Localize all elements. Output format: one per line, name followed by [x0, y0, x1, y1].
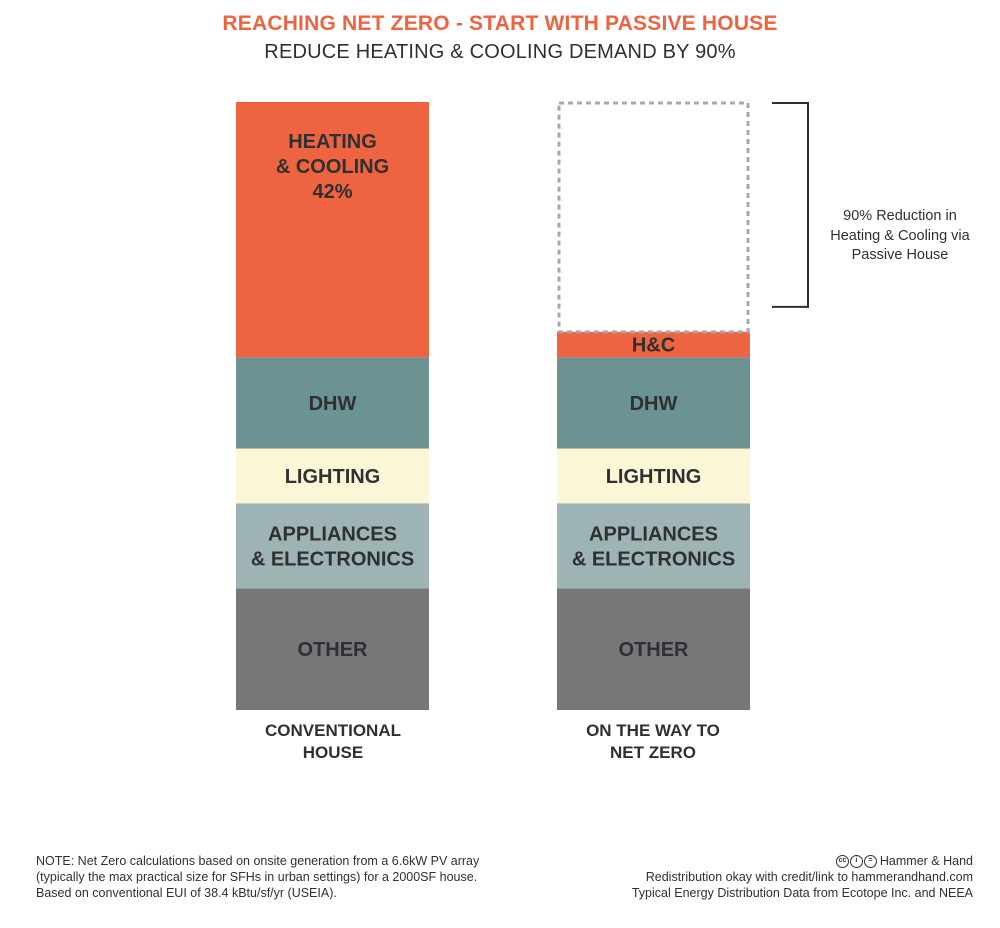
bar-segment-dhw	[236, 357, 429, 449]
footnote: NOTE: Net Zero calculations based on ons…	[36, 853, 556, 901]
bar-segment-lighting	[236, 448, 429, 504]
bar-segment-heating-cooling	[236, 102, 429, 358]
footnote-line: (typically the max practical size for SF…	[36, 870, 478, 884]
bar-segment-other	[236, 588, 429, 710]
credits-line: Typical Energy Distribution Data from Ec…	[631, 886, 973, 900]
segment-label: 42%	[312, 181, 352, 203]
chart-subtitle: REDUCE HEATING & COOLING DEMAND BY 90%	[264, 41, 736, 63]
cc-icon: cc	[835, 854, 849, 868]
segment-label: & COOLING	[276, 156, 389, 178]
bar-segment-appliances-electronics	[236, 503, 429, 589]
segment-label: APPLIANCES	[589, 523, 718, 545]
brand-row: cc i = Hammer & Hand	[533, 853, 973, 869]
bar-caption-line: NET ZERO	[610, 743, 696, 762]
removed-segment-outline	[557, 101, 750, 334]
segment-label: LIGHTING	[285, 466, 381, 488]
by-icon: i	[849, 854, 863, 868]
reduction-annotation: 90% Reduction in Heating & Cooling via P…	[810, 207, 990, 266]
segment-label: & ELECTRONICS	[251, 548, 414, 570]
bar-caption-conventional: CONVENTIONAL HOUSE	[233, 720, 433, 764]
annotation-line: Passive House	[851, 247, 949, 263]
segment-label: OTHER	[298, 639, 369, 661]
credits: cc i = Hammer & Hand Redistribution okay…	[533, 853, 973, 901]
footnote-line: NOTE: Net Zero calculations based on ons…	[36, 854, 480, 868]
bar-caption-net-zero: ON THE WAY TO NET ZERO	[553, 720, 753, 764]
bar-segment-heating-cooling	[557, 331, 750, 358]
credits-line: Redistribution okay with credit/link to …	[645, 870, 973, 884]
bar-segment-other	[557, 588, 750, 710]
bar-segment-appliances-electronics	[557, 503, 750, 589]
segment-label: OTHER	[619, 639, 690, 661]
bar-caption-line: HOUSE	[302, 743, 364, 762]
segment-label: & ELECTRONICS	[572, 548, 735, 570]
annotation-line: Heating & Cooling via	[830, 227, 970, 244]
brand-name: Hammer & Hand	[879, 854, 973, 868]
segment-label: APPLIANCES	[268, 523, 397, 545]
nd-icon: =	[863, 854, 877, 868]
bar-caption-line: ON THE WAY TO	[586, 721, 720, 740]
annotation-line: 90% Reduction in	[843, 208, 957, 224]
segment-label: H&C	[632, 335, 675, 357]
segment-label: DHW	[309, 393, 357, 415]
chart-title: REACHING NET ZERO - START WITH PASSIVE H…	[222, 12, 778, 35]
segment-label: HEATING	[288, 131, 377, 153]
bar-caption-line: CONVENTIONAL	[265, 721, 401, 740]
reduction-bracket	[772, 102, 809, 308]
footnote-line: Based on conventional EUI of 38.4 kBtu/s…	[36, 886, 337, 900]
bar-segment-dhw	[557, 357, 750, 449]
creative-commons-badge: cc i =	[835, 854, 877, 868]
segment-label: LIGHTING	[606, 466, 702, 488]
bar-segment-lighting	[557, 448, 750, 504]
segment-label: DHW	[630, 393, 678, 415]
